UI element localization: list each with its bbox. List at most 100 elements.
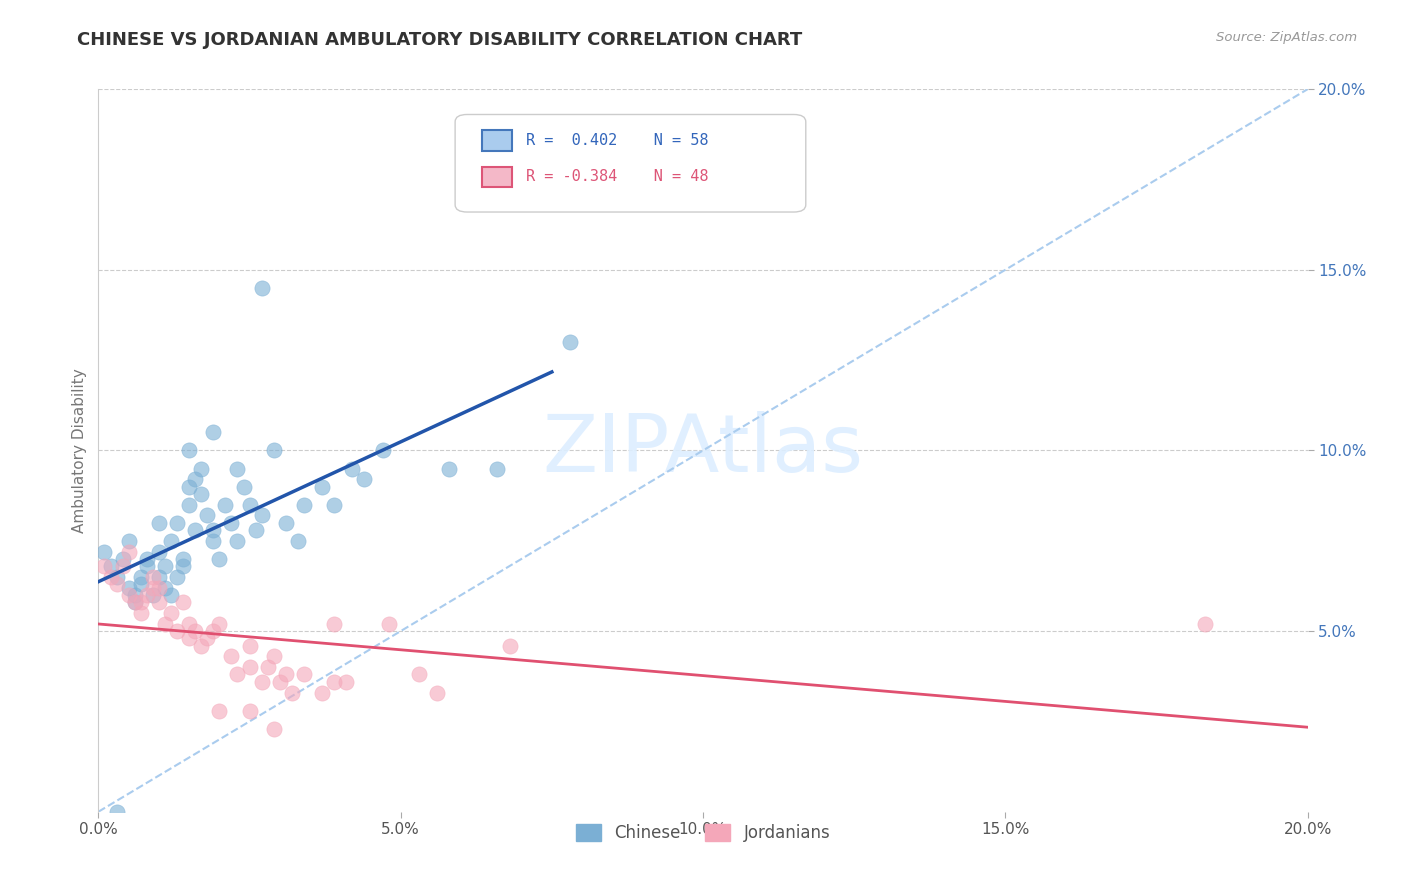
Point	[166, 570, 188, 584]
Point	[153, 559, 176, 574]
Point	[184, 472, 207, 486]
FancyBboxPatch shape	[456, 114, 806, 212]
Point	[160, 606, 183, 620]
Point	[179, 498, 201, 512]
Point	[172, 559, 194, 574]
Point	[160, 588, 183, 602]
Point	[124, 595, 146, 609]
Point	[93, 559, 115, 574]
Point	[202, 533, 225, 548]
Point	[437, 461, 460, 475]
Point	[190, 487, 212, 501]
Point	[153, 581, 176, 595]
Point	[377, 616, 399, 631]
Point	[105, 805, 128, 819]
Point	[160, 533, 183, 548]
Point	[281, 685, 304, 699]
Point	[129, 606, 152, 620]
Point	[166, 516, 188, 530]
Point	[226, 461, 249, 475]
Point	[245, 523, 267, 537]
Point	[323, 616, 346, 631]
Point	[105, 570, 128, 584]
Point	[100, 570, 122, 584]
Point	[148, 581, 170, 595]
Point	[179, 443, 201, 458]
Point	[269, 674, 291, 689]
Point	[263, 443, 285, 458]
Point	[263, 649, 285, 664]
Point	[111, 551, 134, 566]
Point	[105, 577, 128, 591]
Point	[195, 508, 218, 523]
Legend: Chinese, Jordanians: Chinese, Jordanians	[567, 815, 839, 850]
Point	[135, 551, 157, 566]
Point	[371, 443, 394, 458]
Point	[124, 595, 146, 609]
Point	[148, 516, 170, 530]
Point	[311, 480, 333, 494]
Point	[250, 508, 273, 523]
Point	[135, 588, 157, 602]
Point	[93, 544, 115, 558]
Point	[142, 581, 165, 595]
Point	[195, 632, 218, 646]
Point	[292, 667, 315, 681]
Point	[292, 498, 315, 512]
Point	[486, 461, 509, 475]
Text: CHINESE VS JORDANIAN AMBULATORY DISABILITY CORRELATION CHART: CHINESE VS JORDANIAN AMBULATORY DISABILI…	[77, 31, 803, 49]
Point	[190, 639, 212, 653]
Point	[239, 660, 262, 674]
Point	[256, 660, 278, 674]
Point	[148, 595, 170, 609]
Point	[153, 616, 176, 631]
Point	[274, 516, 297, 530]
Point	[190, 461, 212, 475]
Point	[172, 595, 194, 609]
Point	[202, 624, 225, 639]
Point	[353, 472, 375, 486]
Text: R =  0.402    N = 58: R = 0.402 N = 58	[526, 133, 709, 148]
Point	[118, 581, 141, 595]
Point	[239, 498, 262, 512]
Point	[100, 559, 122, 574]
Point	[335, 674, 357, 689]
Point	[129, 570, 152, 584]
Point	[408, 667, 430, 681]
Point	[342, 461, 364, 475]
Point	[135, 559, 157, 574]
FancyBboxPatch shape	[482, 167, 512, 186]
Point	[124, 588, 146, 602]
Point	[221, 516, 243, 530]
Point	[184, 624, 207, 639]
Point	[323, 674, 346, 689]
Point	[208, 704, 231, 718]
Point	[239, 639, 262, 653]
Point	[179, 480, 201, 494]
Point	[129, 595, 152, 609]
Point	[142, 588, 165, 602]
Point	[311, 685, 333, 699]
Point	[558, 334, 581, 349]
Point	[179, 632, 201, 646]
Point	[202, 425, 225, 440]
Point	[426, 685, 449, 699]
Point	[221, 649, 243, 664]
Point	[250, 674, 273, 689]
Point	[118, 544, 141, 558]
Point	[250, 281, 273, 295]
Point	[226, 533, 249, 548]
Point	[172, 551, 194, 566]
FancyBboxPatch shape	[482, 130, 512, 151]
Point	[202, 523, 225, 537]
Point	[142, 570, 165, 584]
Point	[129, 577, 152, 591]
Point	[1194, 616, 1216, 631]
Point	[214, 498, 236, 512]
Point	[263, 722, 285, 736]
Point	[274, 667, 297, 681]
Point	[118, 588, 141, 602]
Text: R = -0.384    N = 48: R = -0.384 N = 48	[526, 169, 709, 184]
Point	[226, 667, 249, 681]
Point	[208, 616, 231, 631]
